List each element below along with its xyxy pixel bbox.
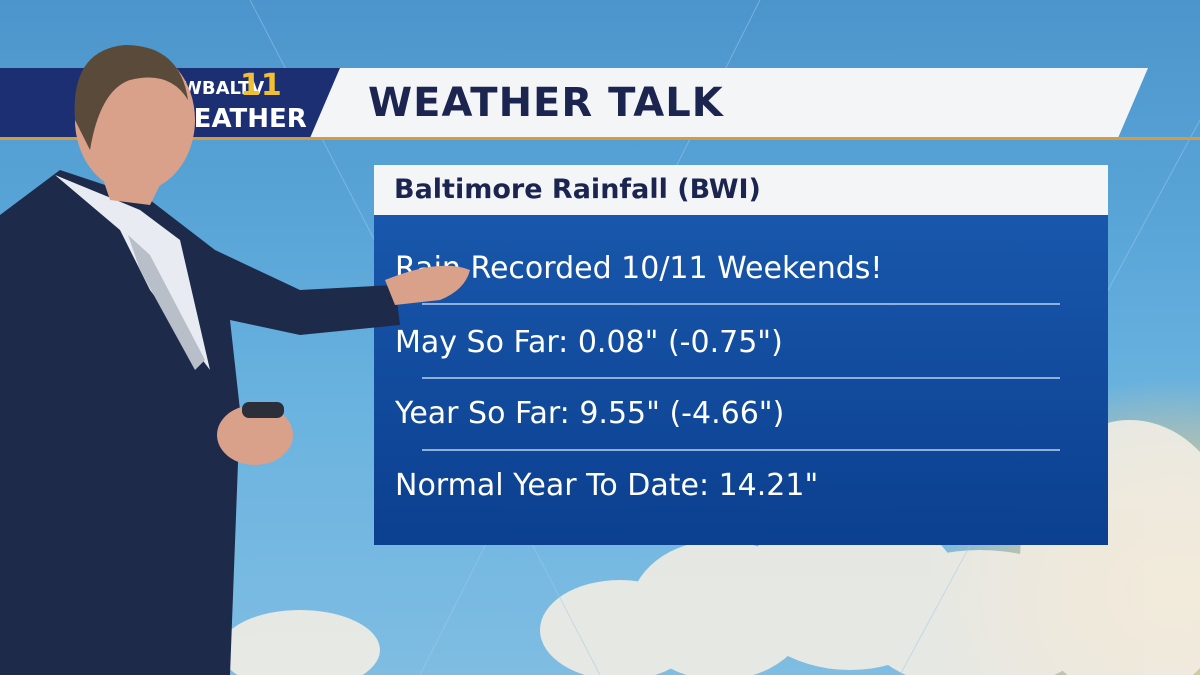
panel-row: Year So Far: 9.55" (-4.66") [395,396,785,431]
row-separator [422,303,1060,305]
row-separator [422,449,1060,451]
header-title: WEATHER TALK [368,80,724,126]
logo-channel: 11 [240,68,282,103]
presenter [0,45,470,675]
panel-title: Baltimore Rainfall (BWI) [374,165,1108,215]
row-separator [422,377,1060,379]
panel-row: Normal Year To Date: 14.21" [395,468,819,503]
panel-row: May So Far: 0.08" (-0.75") [395,325,783,360]
panel-row: Rain Recorded 10/11 Weekends! [395,251,883,286]
logo-station: WBALTV [182,78,265,99]
info-panel: Baltimore Rainfall (BWI) [374,165,1108,545]
